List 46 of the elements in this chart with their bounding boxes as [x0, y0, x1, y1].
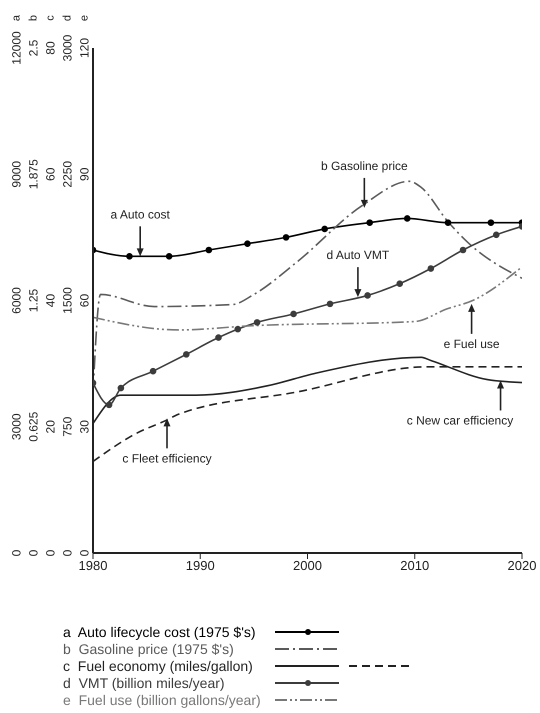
y-tick-label: 3000 — [60, 34, 74, 62]
y2-tick-label: 30 — [78, 420, 92, 434]
y-tick-label: 0 — [60, 549, 74, 556]
y3-tick-label: 60 — [44, 167, 58, 181]
x-tick-label: 2000 — [293, 558, 322, 574]
y-tick-label: 1500 — [60, 286, 74, 314]
y2-axis-title: b — [28, 14, 40, 22]
y-tick-label: 0 — [10, 549, 24, 556]
y3-tick-label: 20 — [44, 420, 58, 434]
y2-axis-title: e — [78, 14, 90, 22]
text: d VMT (billion miles/year) — [63, 674, 226, 690]
y3-tick-label: 40 — [44, 294, 58, 308]
annotation: c Fleet efficiency — [122, 451, 212, 466]
annotation: e Fuel use — [444, 336, 500, 351]
y2-tick-label: 1.25 — [26, 288, 40, 312]
y-tick-label: 2250 — [60, 160, 74, 188]
y2-tick-label: 0.625 — [26, 411, 40, 442]
y-axis-title: a — [10, 14, 22, 22]
legend-label: e Fuel use (billion gallons/year) — [63, 692, 262, 708]
x-tick-label: 1980 — [78, 558, 108, 574]
y-tick-label: 12000 — [10, 30, 24, 65]
annotation: d Auto VMT — [326, 248, 390, 262]
y2-tick-label: 1.875 — [26, 158, 40, 190]
legend-label: c Fuel economy (miles/gallon) — [63, 658, 254, 674]
y2-tick-label: 120 — [78, 38, 92, 58]
y3-axis-title: c — [44, 14, 56, 21]
y3-tick-label: 80 — [44, 41, 58, 55]
annotation: a Auto cost — [110, 207, 171, 222]
y-tick-label: 750 — [60, 416, 74, 437]
text: b Gasoline price (1975 $'s) — [63, 640, 235, 656]
y-tick-label: 9000 — [10, 160, 24, 188]
y-tick-label: 6000 — [10, 286, 24, 314]
y2-tick-label: 60 — [78, 294, 92, 308]
y2-tick-label: 90 — [78, 167, 92, 181]
y3-tick-label: 0 — [44, 549, 58, 556]
annotation: b Gasoline price — [320, 158, 408, 173]
y2-tick-label: 0 — [26, 549, 40, 556]
y2-tick-label: 0 — [78, 549, 92, 556]
x-tick-label: 2020 — [508, 558, 536, 574]
x-tick-label: 2010 — [400, 558, 430, 574]
x-tick-label: 1990 — [186, 558, 215, 574]
y-axis-title: d — [62, 14, 74, 22]
y-tick-label: 3000 — [10, 413, 24, 440]
annotation: c New car efficiency — [406, 413, 514, 428]
legend-label: a Auto lifecycle cost (1975 $'s) — [63, 624, 257, 640]
y2-tick-label: 2.5 — [26, 39, 40, 56]
